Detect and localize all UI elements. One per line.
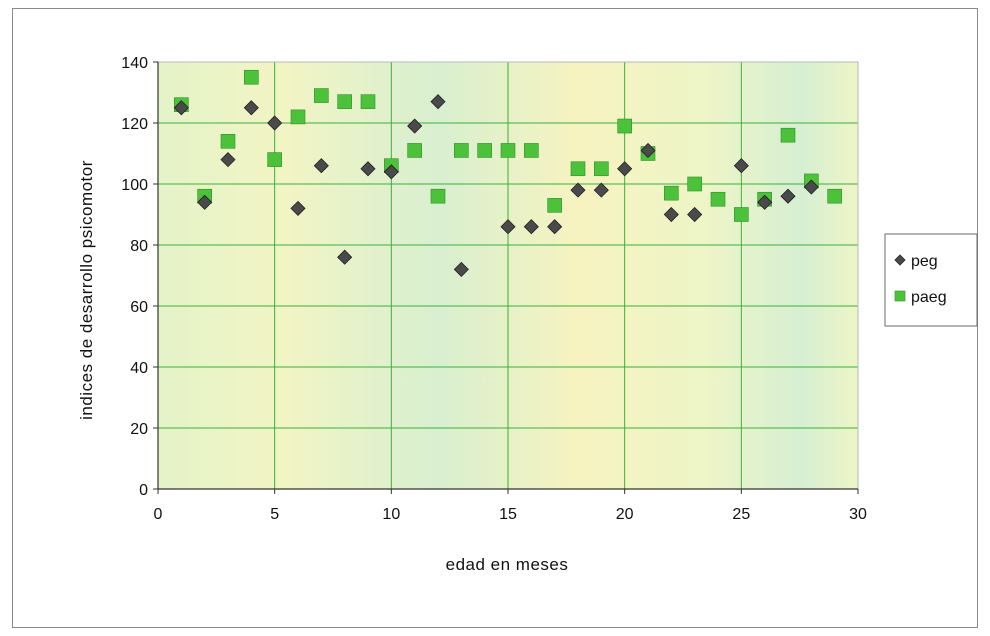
- paeg-point: [290, 109, 306, 125]
- peg-point: [547, 219, 563, 235]
- legend: peg paeg: [884, 233, 978, 327]
- x-tick-label: 5: [270, 506, 279, 523]
- paeg-point: [314, 88, 329, 103]
- paeg-point: [220, 134, 236, 149]
- paeg-point: [477, 143, 492, 158]
- paeg-point: [360, 94, 376, 109]
- peg-point: [500, 219, 516, 235]
- x-tick-label: 10: [382, 506, 400, 523]
- paeg-point: [594, 161, 609, 177]
- peg-point: [197, 194, 213, 210]
- peg-point: [383, 164, 399, 180]
- paeg-point: [267, 152, 282, 167]
- peg-point: [407, 118, 423, 134]
- paeg-point: [617, 118, 632, 134]
- x-tick-labels: 0 5 10 15 20 25 30: [154, 506, 867, 523]
- peg-point: [430, 94, 446, 110]
- y-tick-label: 20: [130, 421, 148, 438]
- paeg-point: [524, 143, 539, 158]
- paeg-point: [407, 143, 422, 158]
- peg-point: [570, 182, 586, 198]
- data-points: [173, 69, 842, 277]
- peg-point: [337, 249, 353, 265]
- paeg-point: [687, 176, 702, 192]
- peg-point: [267, 115, 283, 131]
- y-tick-labels: 0 20 40 60 80 100 120 140: [121, 55, 148, 499]
- x-tick-label: 0: [154, 506, 163, 523]
- legend-box: [884, 233, 978, 327]
- x-tick-label: 25: [732, 506, 750, 523]
- peg-point: [243, 100, 259, 116]
- peg-point: [220, 152, 236, 168]
- legend-item-paeg: paeg: [894, 289, 947, 306]
- paeg-point: [827, 188, 842, 204]
- legend-item-peg: peg: [894, 253, 938, 270]
- y-tick-label: 60: [130, 299, 148, 316]
- legend-marker-peg: [894, 254, 906, 266]
- peg-point: [523, 219, 539, 235]
- paeg-point: [710, 191, 726, 207]
- paeg-point: [430, 188, 446, 204]
- y-tick-label: 120: [121, 116, 148, 133]
- x-axis-title: edad en meses: [446, 555, 569, 574]
- paeg-point: [734, 207, 749, 222]
- peg-point: [453, 261, 469, 277]
- axes: [153, 61, 859, 494]
- peg-point: [290, 200, 306, 216]
- peg-point: [313, 158, 329, 174]
- peg-point: [593, 182, 609, 198]
- peg-point: [640, 142, 656, 159]
- legend-label-peg: peg: [911, 253, 938, 270]
- paeg-point: [780, 127, 796, 143]
- paeg-point: [500, 143, 516, 158]
- y-tick-label: 100: [121, 177, 148, 194]
- paeg-point: [547, 198, 562, 213]
- y-tick-label: 0: [139, 482, 148, 499]
- paeg-point: [570, 161, 586, 177]
- paeg-point: [337, 94, 352, 109]
- y-tick-label: 80: [130, 238, 148, 255]
- peg-point: [687, 206, 703, 223]
- peg-point: [733, 158, 749, 174]
- series-peg: [173, 94, 819, 277]
- peg-point: [360, 161, 376, 177]
- y-tick-label: 40: [130, 360, 148, 377]
- peg-point: [173, 100, 189, 116]
- x-tick-label: 15: [499, 506, 517, 523]
- peg-point: [803, 179, 819, 195]
- peg-point: [757, 194, 773, 210]
- paeg-point: [454, 143, 469, 158]
- legend-marker-paeg: [894, 290, 906, 302]
- x-tick-label: 30: [849, 506, 867, 523]
- x-tick-label: 20: [616, 506, 634, 523]
- y-axis-title: indices de desarrollo psicomotor: [77, 160, 96, 420]
- peg-point: [780, 188, 796, 204]
- peg-point: [617, 161, 633, 177]
- peg-point: [663, 206, 679, 223]
- paeg-point: [664, 185, 679, 201]
- y-tick-label: 140: [121, 55, 148, 72]
- paeg-point: [244, 69, 259, 85]
- legend-label-paeg: paeg: [911, 289, 947, 306]
